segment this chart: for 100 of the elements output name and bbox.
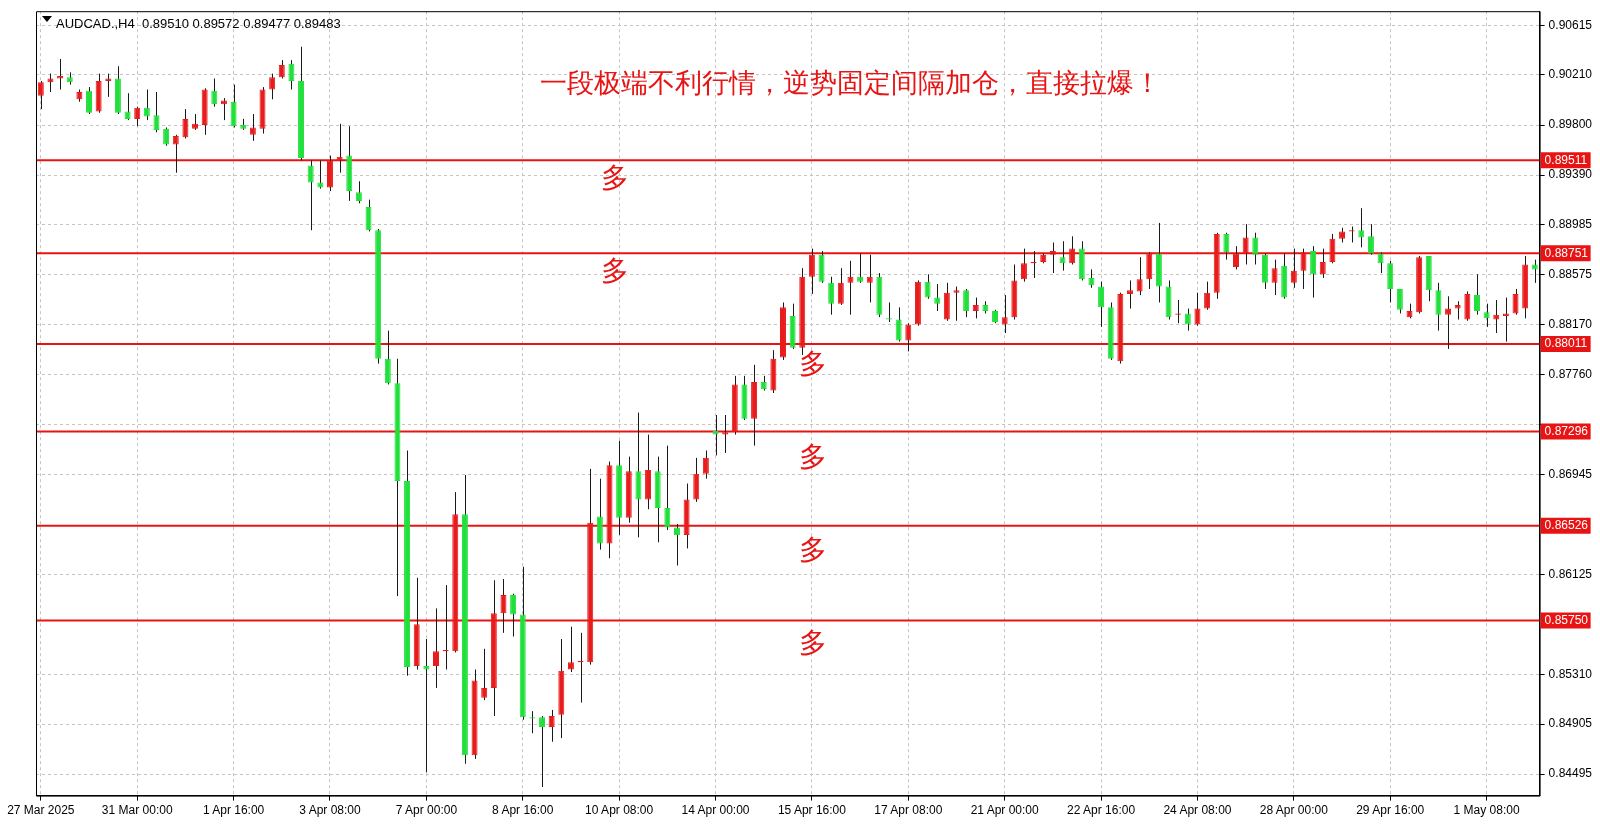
ref-line-label: 0.86526 [1544,517,1589,532]
candlestick [288,59,295,91]
annotation: 多 [600,254,629,288]
candlestick [954,286,959,322]
y-tick-label: 0.90615 [1548,17,1593,32]
ref-line-label: 0.87296 [1544,423,1589,438]
x-tick-label: 14 Apr 00:00 [681,803,750,818]
y-tick-label: 0.89800 [1548,117,1593,132]
text: 一段极端不利行情，逆势固定间隔加仓，直接拉爆！ [539,67,1161,99]
candlestick [712,414,719,456]
candlestick [1493,299,1500,334]
candlestick [510,593,517,638]
y-tick-label: 0.89390 [1548,167,1593,182]
candlestick [1184,308,1191,332]
candlestick [153,91,160,133]
candlestick [134,106,141,127]
x-tick-label: 27 Mar 2025 [7,803,75,818]
annotation: 多 [600,161,629,195]
x-tick-label: 22 Apr 16:00 [1067,803,1136,818]
candlestick [1126,279,1133,310]
candlestick [230,84,237,128]
y-tick-label: 0.86945 [1548,466,1593,481]
candlestick [567,626,574,673]
x-tick-label: 3 Apr 08:00 [299,803,361,818]
candlestick [1001,294,1008,334]
x-tick-label: 24 Apr 08:00 [1163,803,1232,818]
candlestick [57,58,64,91]
candlestick [37,80,44,110]
candlestick [307,159,314,231]
candlestick [1271,259,1278,296]
candlestick [895,306,902,343]
y-tick-label: 0.88170 [1548,316,1593,331]
candlestick [1059,240,1066,272]
candlestick [837,267,844,306]
y-tick-label: 0.90210 [1548,67,1593,82]
candlestick [143,89,150,121]
candlestick [673,523,680,567]
candlestick [1473,273,1480,316]
candlestick [1512,288,1519,316]
candlestick [355,180,362,204]
x-tick-label: 17 Apr 08:00 [874,803,943,818]
candlestick [1098,281,1105,328]
annotation: 多 [799,439,828,473]
x-tick-label: 10 Apr 08:00 [585,803,654,818]
candlestick [211,78,218,108]
candlestick [1387,260,1394,303]
candlestick [847,260,854,316]
candlestick [1194,292,1201,327]
candlestick [1204,281,1211,311]
candlestick [693,457,700,503]
candlestick [182,108,189,139]
candlestick [1223,232,1230,261]
candlestick [1483,303,1490,328]
candlestick [539,715,546,788]
y-tick-label: 0.86125 [1548,567,1593,582]
candlestick [86,86,92,115]
x-tick-label: 28 Apr 00:00 [1259,803,1329,818]
annotation: 多 [799,347,828,381]
candlestick [963,288,970,318]
x-tick-label: 1 May 08:00 [1453,803,1520,818]
ref-line-label: 0.88011 [1544,336,1588,351]
y-tick-label: 0.88575 [1548,267,1593,282]
annotation: 多 [799,532,828,566]
candlestick [163,126,170,147]
chart-title: AUDCAD.,H4 0.89510 0.89572 0.89477 0.89483 [56,15,341,31]
annotation: 多 [799,625,828,659]
candlestick [1435,282,1442,332]
candlestick [828,276,835,316]
ref-line-label: 0.85750 [1544,612,1589,627]
candlestick [481,648,488,701]
y-tick-label: 0.84905 [1548,716,1593,731]
y-tick-label: 0.88985 [1548,217,1593,232]
x-tick-label: 21 Apr 00:00 [970,803,1040,818]
candlestick [1088,268,1095,289]
candlestick [1454,300,1461,321]
candlestick [1367,223,1374,256]
y-tick-label: 0.87760 [1548,366,1593,381]
x-tick-label: 31 Mar 00:00 [101,803,173,818]
candlestick [365,199,372,232]
candlestick [278,59,285,79]
candlestick [423,638,430,773]
candlestick [249,113,256,142]
candlestick [857,253,864,284]
y-tick-label: 0.85310 [1548,666,1593,681]
candlestick [702,450,709,480]
candlestick [1464,290,1471,322]
candlestick [384,330,391,385]
candlestick [1377,251,1384,274]
y-tick-label: 0.84495 [1548,766,1593,781]
candlestick [664,445,671,531]
candlestick [1310,245,1317,299]
candlestick [1358,207,1365,248]
candlestick [124,92,131,121]
candlestick [972,297,979,319]
x-tick-label: 7 Apr 00:00 [395,803,458,818]
x-tick-label: 1 Apr 16:00 [202,803,265,818]
x-tick-label: 29 Apr 16:00 [1356,803,1425,818]
candlestick [934,283,941,312]
candlestick [269,73,276,100]
x-tick-label: 8 Apr 16:00 [492,803,554,818]
